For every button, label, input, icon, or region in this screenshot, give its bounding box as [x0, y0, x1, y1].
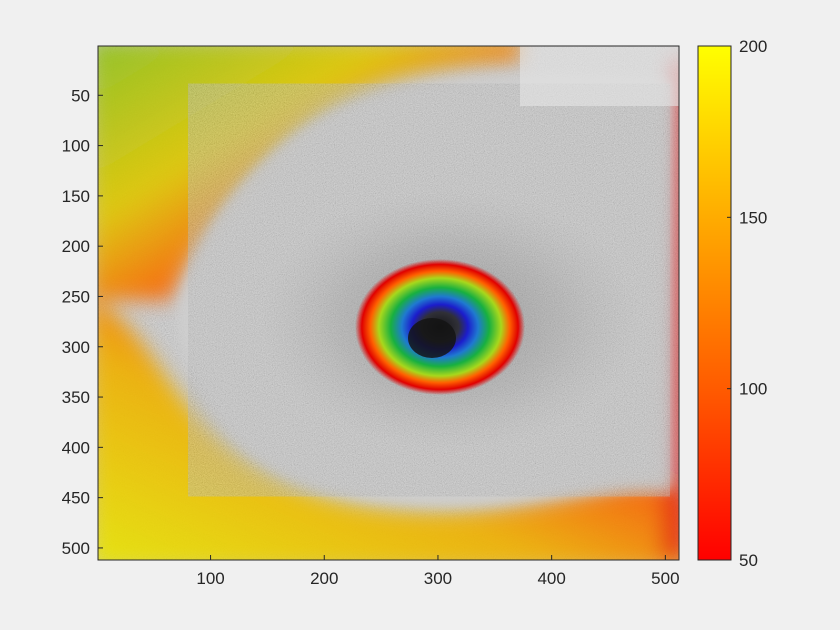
y-tick-label: 150 — [62, 187, 90, 206]
x-tick-label: 100 — [196, 569, 224, 588]
bottom-field — [98, 303, 679, 560]
colorbar-tick-label: 100 — [739, 380, 767, 399]
top-right-light — [520, 46, 679, 106]
y-tick-label: 50 — [71, 86, 90, 105]
y-axis-ticks: 50 100 150 200 250 300 350 400 450 500 — [62, 86, 103, 558]
colorbar-ticks: 50 100 150 200 — [727, 37, 767, 570]
plot-area — [98, 46, 679, 560]
x-tick-label: 500 — [651, 569, 679, 588]
y-tick-label: 100 — [62, 137, 90, 156]
y-tick-label: 450 — [62, 489, 90, 508]
colorbar: 50 100 150 200 — [697, 37, 767, 570]
colorbar-tick-label: 150 — [739, 208, 767, 227]
pit-core — [408, 318, 456, 358]
axes-frame — [97, 45, 680, 561]
x-axis-ticks: 100 200 300 400 500 — [196, 555, 680, 588]
x-tick-label: 200 — [310, 569, 338, 588]
top-left-field — [98, 46, 520, 300]
colorbar-tick-label: 50 — [739, 551, 758, 570]
y-tick-label: 400 — [62, 438, 90, 457]
y-tick-label: 350 — [62, 388, 90, 407]
y-tick-label: 300 — [62, 338, 90, 357]
y-tick-label: 500 — [62, 539, 90, 558]
x-tick-label: 300 — [424, 569, 452, 588]
y-tick-label: 200 — [62, 237, 90, 256]
colorbar-gradient — [697, 45, 732, 561]
y-tick-label: 250 — [62, 287, 90, 306]
x-tick-label: 400 — [537, 569, 565, 588]
colorbar-tick-label: 200 — [739, 37, 767, 56]
